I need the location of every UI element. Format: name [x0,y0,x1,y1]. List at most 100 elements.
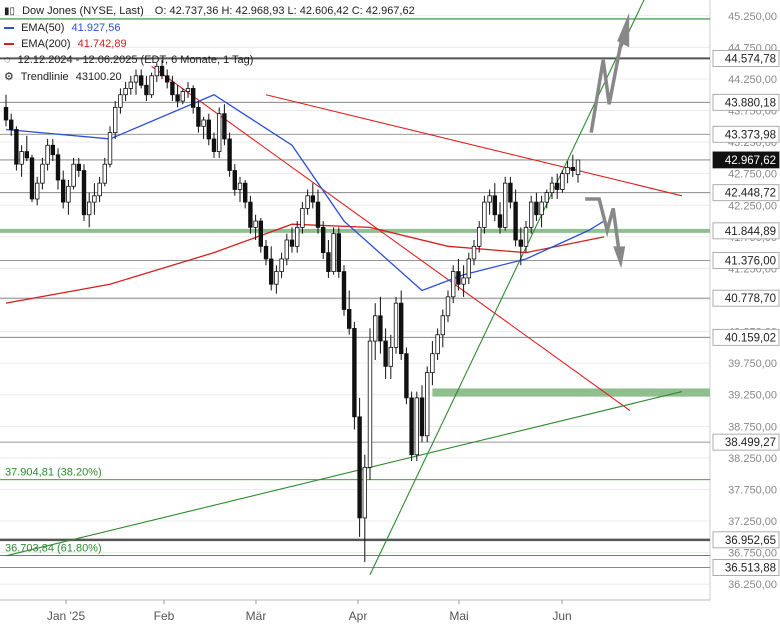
candle-body [222,113,227,140]
candle-body [144,84,149,96]
candle-body [435,334,440,355]
candle-body [534,201,539,216]
candle [440,309,445,348]
candle-body [482,201,487,228]
trend-line [369,0,645,575]
forecast-arrows [585,12,630,269]
candle-body [305,195,310,209]
candle [8,113,14,136]
x-tick-label: Feb [154,609,175,623]
ema50-label: EMA(50) [21,22,65,34]
level-label: 36.952,65 [712,531,780,549]
legend-trendline[interactable]: ⚙ Trendlinie 43100.20 [4,70,122,83]
candle [435,328,440,360]
candle [305,189,310,215]
candle-body [367,340,373,468]
candle-body [87,201,92,216]
candle [19,145,24,177]
candle [461,265,466,297]
candle [336,227,341,278]
candle-body [206,119,211,140]
level-label: 44.574,78 [712,50,780,67]
candle [404,347,409,405]
candle [97,176,102,203]
candle [50,138,55,162]
candle-body [456,271,461,285]
candle [154,63,159,83]
candle-body [253,220,258,228]
forecast-down-arrow [585,197,621,253]
legend-ema50[interactable]: EMA(50) 41.927,56 [4,22,120,34]
ema200-line [5,223,605,304]
candle-body [123,88,128,96]
candle [409,391,414,462]
candle [419,385,425,443]
candle [555,173,560,199]
level-label-box [712,531,780,549]
candle [294,221,300,253]
candle-body [414,397,419,456]
forecast-up-arrow [589,31,625,133]
candle-body [268,258,274,285]
candle [529,195,534,234]
candle [362,454,367,563]
level-label: 43.373,98 [712,125,780,143]
candle-body [138,75,144,86]
candle [170,75,175,102]
level-label-text: 41.844,89 [725,226,776,238]
trend-lines [5,0,683,575]
candle-body [258,220,263,247]
candle-body [175,94,180,102]
candle [102,157,107,187]
candle [107,126,113,168]
y-tick-label: 42.750,00 [728,169,777,181]
candle [466,252,471,285]
legend-ema200[interactable]: EMA(200) 41.742,89 [4,38,127,50]
candle [539,195,544,228]
candle [24,135,29,162]
candle [310,183,315,209]
candle-body [107,132,113,165]
y-tick-label: 37.750,00 [728,484,777,496]
candle-body [419,397,425,437]
y-tick-label: 38.250,00 [728,453,777,465]
y-tick-label: 39.250,00 [728,390,777,402]
clock-icon: ◌ [4,54,11,66]
candle [76,157,81,177]
candle-body [201,119,206,127]
candle-body [71,163,76,187]
level-label: 41.844,89 [712,222,780,240]
level-label-text: 38.499,27 [725,437,776,449]
candle [55,148,61,190]
candle-body [513,201,518,241]
candle-body [8,119,14,130]
level-label: 38.499,27 [712,433,780,451]
candle [424,366,430,443]
candle [320,221,326,259]
candle-body [3,106,9,121]
level-label-box [712,50,780,67]
level-label-text: 44.574,78 [725,53,776,65]
candle-body [61,179,66,203]
y-tick-label: 42.250,00 [728,200,777,212]
candle [502,176,508,231]
candlesticks [3,60,581,563]
candle-body [549,182,555,194]
candle-body [476,226,482,247]
candle [367,328,373,480]
candle [201,116,206,139]
candle-body [211,138,217,152]
candle [471,240,477,266]
candle [378,296,383,354]
candle-body [466,258,471,279]
candle-body [40,163,45,184]
candle [393,296,399,354]
y-tick-label: 36.250,00 [728,579,777,591]
x-axis: Jan '25 Feb Mär Apr Mai Jun [0,599,710,623]
arrow-down-head-icon [613,246,626,269]
candle [565,161,570,184]
candle-body [118,94,123,108]
candle [113,101,118,139]
candle [279,252,284,278]
candle-body [404,353,409,399]
